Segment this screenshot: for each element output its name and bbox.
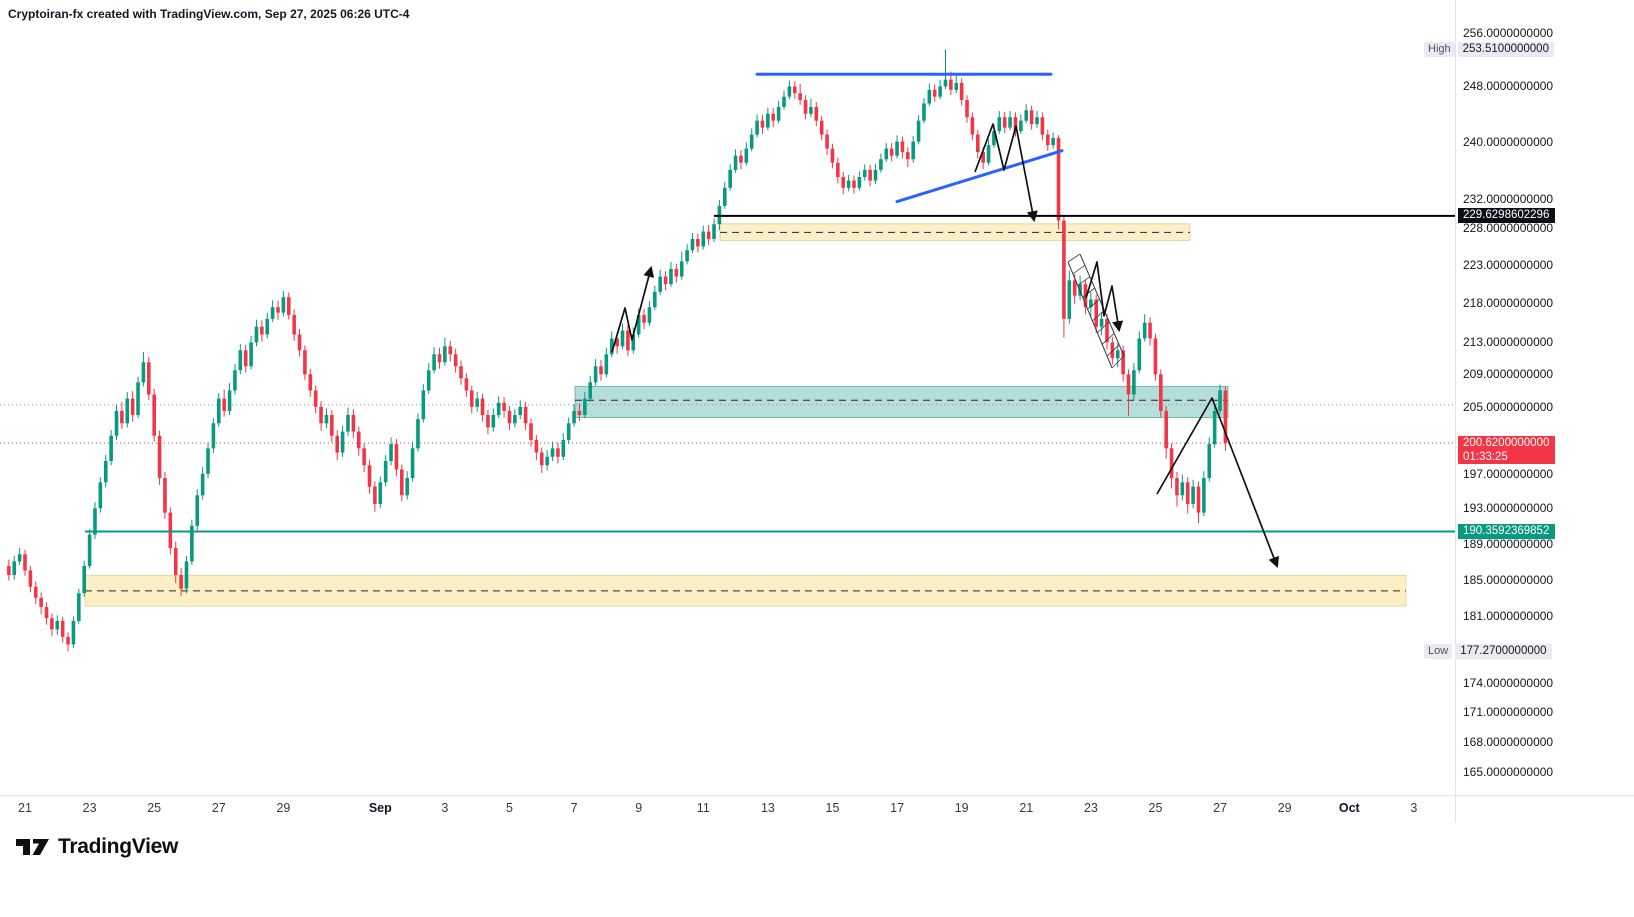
tradingview-logo-text: TradingView [58,835,179,858]
price-axis-label: 205.0000000000 [1463,399,1554,414]
low-price-row-word: Low [1424,643,1453,659]
low-price-row: Low 177.2700000000 [1424,643,1552,659]
price-axis-label: 248.0000000000 [1463,79,1554,94]
support-price-badge: 190.3592369852 [1458,523,1555,539]
chart-attribution: Cryptoiran-fx created with TradingView.c… [8,7,410,21]
time-axis-label: 27 [211,801,226,815]
high-price-row-value: 253.5100000000 [1457,41,1554,57]
channel-hatch [1111,355,1125,369]
time-axis[interactable]: 21 23 25 27 29 Sep 3 5 7 9 11 13 15 17 19 21 23 25 27 29 Oct… [0,796,1634,826]
time-axis-label: 3 [441,801,449,815]
time-axis-label: 23 [82,801,97,815]
price-axis-label: 240.0000000000 [1463,134,1554,149]
zones [84,223,1407,607]
time-axis-label: 11 [696,801,710,815]
time-axis-label: 7 [570,801,578,815]
time-axis-label: 29 [276,801,291,815]
channel-hatch [1092,310,1105,322]
time-axis-label: 5 [506,801,513,815]
price-axis-label: 209.0000000000 [1463,367,1554,382]
time-axis-label: 15 [825,801,840,815]
price-axis-label: 223.0000000000 [1463,258,1554,273]
channel-hatch [1106,344,1120,357]
price-axis-label: 228.0000000000 [1463,220,1554,235]
resistance-price-badge: 229.6298602296 [1458,208,1555,224]
channel-hatch [1067,253,1081,263]
price-axis-label: 197.0000000000 [1463,466,1554,481]
time-axis-label: 13 [760,801,775,815]
price-axis-label: 181.0000000000 [1463,609,1554,624]
high-price-row-word: High [1424,41,1455,57]
time-axis-label: 25 [1148,801,1163,815]
price-axis-label: 256.0000000000 [1463,26,1554,40]
channel-rail[interactable] [1067,261,1113,369]
time-axis-label: 29 [1277,801,1292,815]
price-axis-label: 171.0000000000 [1463,704,1554,719]
price-axis-label: 193.0000000000 [1463,501,1554,516]
channel-hatch [1077,276,1091,286]
price-axis[interactable]: 256.0000000000 248.0000000000 240.00000000… [1424,0,1634,840]
price-axis-label: 174.0000000000 [1463,675,1554,690]
channel-hatch [1072,265,1086,275]
channel-hatch [1101,333,1115,345]
rebound-and-drop-arrow[interactable] [1156,397,1279,569]
tradingview-logo[interactable]: TradingView [16,835,178,859]
tradingview-logo-icon [16,839,49,855]
time-axis-label: 21 [18,801,32,815]
channel-zigzag-arrow[interactable] [1085,261,1124,333]
low-price-row-value: 177.2700000000 [1455,643,1552,659]
price-axis-label: 213.0000000000 [1463,335,1554,350]
price-axis-label: 218.0000000000 [1463,296,1554,311]
support-zone-mid[interactable] [574,385,1229,418]
price-axis-label: 189.0000000000 [1463,536,1554,551]
high-price-row: High 253.5100000000 [1424,41,1554,57]
bar-countdown: 01:33:25 [1463,451,1508,464]
price-axis-label: 232.0000000000 [1463,191,1554,206]
last-price-value: 200.6200000000 [1463,437,1550,450]
time-axis-label: 3 [1410,801,1418,815]
time-axis-month-label: Sep [368,801,392,815]
last-price-badge: 200.6200000000 01:33:25 [1458,436,1555,465]
time-axis-label: 19 [954,801,969,815]
time-axis-label: 17 [890,801,905,815]
time-axis-label: 25 [147,801,162,815]
candlestick-series [7,49,1228,652]
time-axis-month-label: Oct [1338,801,1360,815]
price-axis-label: 165.0000000000 [1463,765,1554,779]
time-axis-label: 23 [1083,801,1098,815]
time-axis-label: 21 [1019,801,1034,815]
price-axis-label: 185.0000000000 [1463,572,1554,587]
zigzag-up-arrow[interactable] [611,265,655,353]
m-top-breakdown-arrow[interactable] [974,123,1038,223]
channel-hatch [1082,287,1095,298]
channel-hatch [1097,321,1110,333]
time-axis-label: 9 [635,801,643,815]
channel-hatch [1087,299,1100,310]
price-axis-label: 168.0000000000 [1463,734,1554,749]
time-axis-label: 27 [1213,801,1228,815]
rising-support-trendline[interactable] [895,149,1064,204]
